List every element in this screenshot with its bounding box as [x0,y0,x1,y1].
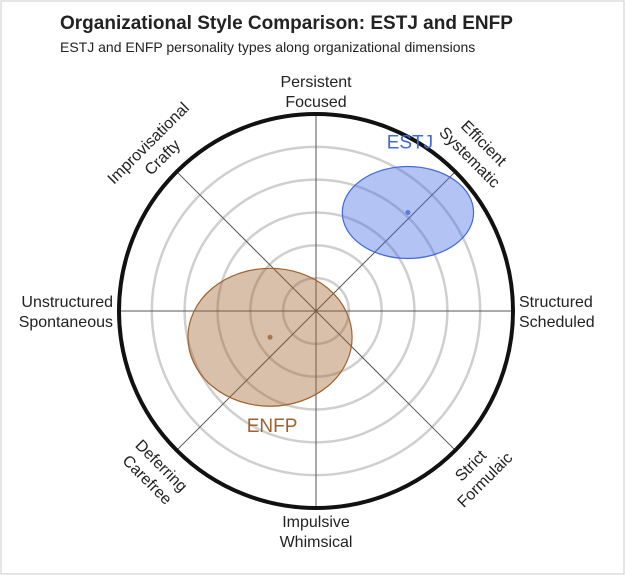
chart-title: Organizational Style Comparison: ESTJ an… [60,13,513,34]
series-label: ENFP [247,416,298,437]
axis-line [176,171,456,451]
axis-label-line: Whimsical [280,534,353,551]
axis-label-line: Impulsive [282,514,350,531]
center-dot [267,334,273,340]
series-label: ESTJ [387,133,433,154]
axis-label: Unstructured Spontaneous [19,294,113,331]
axis-label: Impulsive Whimsical [280,514,353,551]
axis-label-line: Focused [285,94,346,111]
axis-label: Persistent Focused [280,74,352,111]
outer-circle [117,112,515,510]
center-dot [405,210,411,215]
axis-label-line: Scheduled [519,314,595,331]
axis-label: Structured Scheduled [519,294,595,331]
axis-label-line: Unstructured [21,294,113,311]
axis-label-line: Spontaneous [19,314,113,331]
axis-label-line: Persistent [280,74,352,91]
axis-label-line: Structured [519,294,593,311]
chart-subtitle: ESTJ and ENFP personality types along or… [60,39,475,55]
